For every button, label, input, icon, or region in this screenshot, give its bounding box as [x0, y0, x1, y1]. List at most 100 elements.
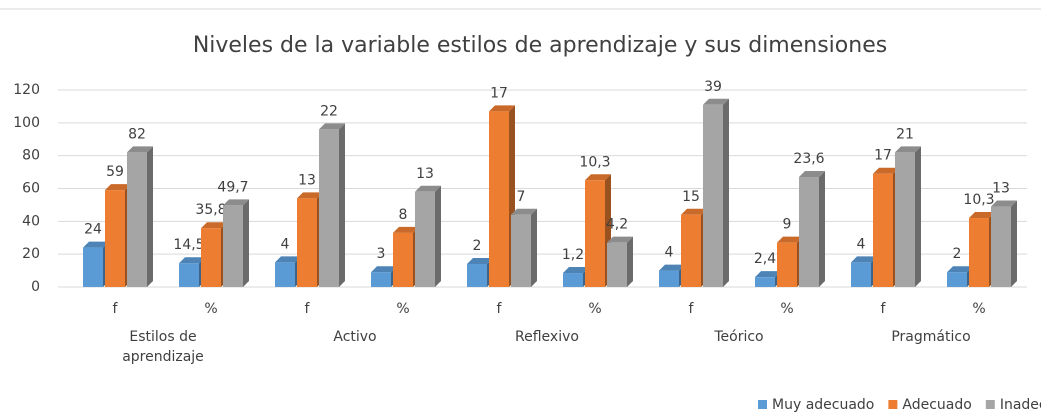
bar-top	[319, 123, 345, 130]
bar-top	[563, 267, 589, 274]
bar-top	[851, 256, 877, 263]
group-label: Activo	[333, 329, 377, 345]
bar	[393, 232, 413, 287]
bar	[297, 198, 317, 287]
data-label: 14,5	[173, 237, 204, 253]
data-label: 4	[281, 236, 290, 252]
bar-top	[415, 185, 441, 192]
bar-top	[659, 264, 685, 271]
bar	[659, 270, 679, 287]
bar-top	[681, 208, 707, 215]
bar-top	[297, 192, 323, 199]
bar	[969, 218, 989, 287]
bar-top	[873, 167, 899, 174]
bar-top	[467, 258, 493, 265]
data-label: 4,2	[606, 217, 628, 233]
bar	[127, 152, 147, 287]
bar	[275, 262, 295, 287]
y-tick-label: 100	[13, 115, 40, 131]
data-label: 59	[106, 164, 124, 180]
data-label: 17	[490, 85, 508, 101]
bar-top	[969, 212, 995, 219]
bar	[703, 104, 723, 288]
x-tick-label: f	[113, 301, 119, 317]
bar-side	[1011, 200, 1017, 287]
x-tick-label: %	[204, 301, 217, 317]
bar-top	[127, 146, 153, 153]
x-tick-label: f	[881, 301, 887, 317]
data-label: 13	[298, 172, 316, 188]
bar-top	[991, 200, 1017, 207]
bar	[895, 152, 915, 287]
y-tick-label: 60	[22, 181, 40, 197]
bar	[991, 206, 1011, 287]
data-label: 7	[517, 189, 526, 205]
bar-top	[393, 226, 419, 233]
data-label: 2,4	[754, 251, 776, 267]
bar	[467, 264, 487, 287]
y-tick-label: 120	[13, 82, 40, 98]
group-label: Estilos de aprendizaje	[122, 329, 204, 365]
bar	[223, 205, 243, 287]
x-tick-label: f	[689, 301, 695, 317]
bar	[681, 214, 701, 287]
bar	[947, 272, 967, 287]
legend-swatch	[888, 400, 898, 409]
bar-side	[435, 185, 441, 287]
bar	[607, 242, 627, 287]
legend-label: Muy adecuado	[772, 397, 874, 413]
bar-side	[819, 171, 825, 287]
bar-top	[755, 271, 781, 278]
y-tick-label: 80	[22, 148, 40, 164]
data-label: 49,7	[217, 179, 248, 195]
data-label: 9	[783, 217, 792, 233]
bar-top	[83, 241, 109, 248]
data-label: 17	[874, 148, 892, 164]
legend-swatch	[985, 400, 995, 409]
data-label: 2	[953, 246, 962, 262]
bar-side	[243, 199, 249, 287]
y-tick-label: 20	[22, 246, 40, 262]
bar-top	[895, 146, 921, 153]
data-label: 4	[665, 245, 674, 261]
x-tick-label: %	[588, 301, 601, 317]
bar	[777, 242, 797, 287]
bar	[83, 247, 103, 287]
bar	[755, 277, 775, 287]
data-label: 2	[473, 238, 482, 254]
bar	[799, 177, 819, 287]
data-label: 3	[377, 246, 386, 262]
bar	[201, 228, 221, 287]
data-label: 24	[84, 222, 102, 238]
legend-swatch	[758, 400, 767, 409]
bar-side	[627, 236, 633, 287]
legend-label: Adecuado	[902, 397, 971, 413]
bar-side	[339, 123, 345, 288]
x-tick-label: %	[780, 301, 793, 317]
group-label: Pragmático	[891, 329, 971, 345]
bar-top	[511, 208, 537, 215]
data-label: 82	[128, 126, 146, 142]
bar-top	[585, 174, 611, 181]
bar	[489, 111, 509, 287]
bar	[873, 173, 893, 287]
x-tick-label: f	[497, 301, 503, 317]
bar-side	[915, 146, 921, 287]
group-label: Reflexivo	[515, 329, 579, 345]
data-label: 10,3	[579, 154, 610, 170]
data-label: 35,8	[195, 202, 226, 218]
bar	[563, 273, 583, 287]
bar-top	[179, 257, 205, 264]
chart-title: Niveles de la variable estilos de aprend…	[193, 33, 887, 58]
bar-top	[371, 266, 397, 273]
data-label: 15	[682, 189, 700, 205]
bar-top	[799, 171, 825, 178]
bar	[585, 180, 605, 287]
data-label: 21	[896, 126, 914, 142]
bar-top	[275, 256, 301, 263]
x-tick-label: %	[972, 301, 985, 317]
bar	[511, 214, 531, 287]
bar	[851, 262, 871, 287]
